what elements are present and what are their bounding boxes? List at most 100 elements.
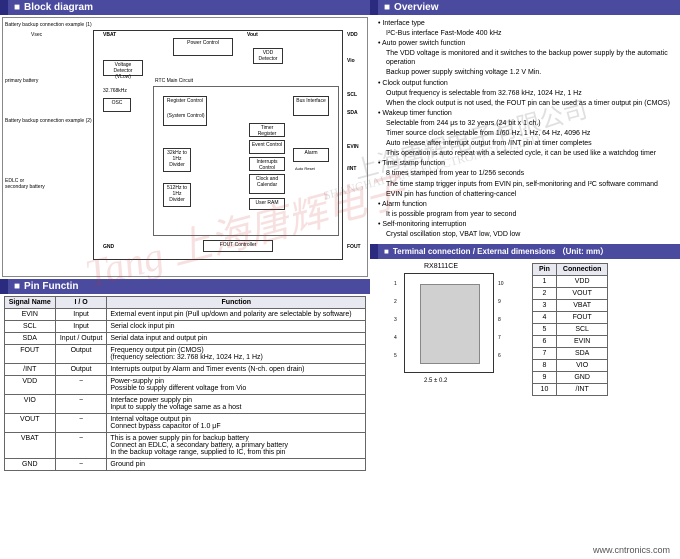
overview-item: Interface type bbox=[378, 19, 672, 28]
table-cell: EVIN bbox=[556, 336, 608, 348]
table-row: FOUTOutputFrequency output pin (CMOS) (f… bbox=[4, 345, 366, 364]
table-row: 2VOUT bbox=[533, 288, 608, 300]
table-cell: Serial clock input pin bbox=[107, 321, 366, 333]
table-cell: Frequency output pin (CMOS) (frequency s… bbox=[107, 345, 366, 364]
overview-item: The time stamp trigger inputs from EVIN … bbox=[386, 180, 672, 189]
table-cell: − bbox=[55, 433, 107, 459]
table-cell: SCL bbox=[4, 321, 55, 333]
overview-item: Self-monitoring interruption bbox=[378, 220, 672, 229]
pin-function-header: Pin Functin bbox=[0, 279, 370, 294]
pin-number: 5 bbox=[394, 353, 397, 359]
table-row: 1VDD bbox=[533, 276, 608, 288]
table-header: Connection bbox=[556, 264, 608, 276]
pin-number: 9 bbox=[498, 299, 501, 305]
table-cell: VBAT bbox=[4, 433, 55, 459]
table-cell: SCL bbox=[556, 324, 608, 336]
overview-item: This operation is auto repeat with a sel… bbox=[386, 149, 672, 158]
table-cell: Output bbox=[55, 345, 107, 364]
overview-item: The VDD voltage is monitored and it swit… bbox=[386, 49, 672, 67]
table-cell: Power-supply pin Possible to supply diff… bbox=[107, 376, 366, 395]
table-cell: FOUT bbox=[556, 312, 608, 324]
table-cell: − bbox=[55, 414, 107, 433]
table-cell: /INT bbox=[556, 384, 608, 396]
table-cell: Input bbox=[55, 321, 107, 333]
pin-scl: SCL bbox=[347, 92, 357, 98]
overview-header: Overview bbox=[370, 0, 680, 15]
clock-cal-box: Clock and Calendar bbox=[249, 174, 285, 194]
table-row: 8VIO bbox=[533, 360, 608, 372]
table-row: 9GND bbox=[533, 372, 608, 384]
divider1-box: 32kHz to 1Hz Divider bbox=[163, 148, 191, 172]
block-diagram-header: Block diagram bbox=[0, 0, 370, 15]
alarm-box: Alarm bbox=[293, 148, 329, 162]
overview-list: Interface typeI²C-Bus interface Fast-Mod… bbox=[370, 15, 680, 244]
pin-number: 1 bbox=[394, 281, 397, 287]
table-cell: Input / Output bbox=[55, 333, 107, 345]
bus-if-box: Bus Interface bbox=[293, 96, 329, 116]
table-cell: VOUT bbox=[556, 288, 608, 300]
pin-fout: FOUT bbox=[347, 244, 361, 250]
table-header: Signal Name bbox=[4, 297, 55, 309]
table-cell: 4 bbox=[533, 312, 557, 324]
user-ram-box: User RAM bbox=[249, 198, 285, 210]
divider2-box: 512Hz to 1Hz Divider bbox=[163, 183, 191, 207]
table-row: /INTOutputInterrupts output by Alarm and… bbox=[4, 364, 366, 376]
table-cell: VDD bbox=[4, 376, 55, 395]
table-cell: EVIN bbox=[4, 309, 55, 321]
overview-item: Timer source clock selectable from 1/60 … bbox=[386, 129, 672, 138]
pin-gnd: GND bbox=[103, 244, 114, 250]
table-row: EVINInputExternal event input pin (Pull … bbox=[4, 309, 366, 321]
overview-item: Time stamp function bbox=[378, 159, 672, 168]
overview-item: Auto power switch function bbox=[378, 39, 672, 48]
table-cell: Internal voltage output pin Connect bypa… bbox=[107, 414, 366, 433]
pin-number: 3 bbox=[394, 317, 397, 323]
pin-number: 10 bbox=[498, 281, 504, 287]
table-cell: 10 bbox=[533, 384, 557, 396]
table-cell: 5 bbox=[533, 324, 557, 336]
table-cell: − bbox=[55, 395, 107, 414]
table-cell: Ground pin bbox=[107, 459, 366, 471]
table-cell: Serial data input and output pin bbox=[107, 333, 366, 345]
table-row: 7SDA bbox=[533, 348, 608, 360]
chip-name: RX8111CE bbox=[424, 263, 458, 270]
overview-item: Auto release after interrupt output from… bbox=[386, 139, 672, 148]
table-cell: GND bbox=[4, 459, 55, 471]
table-row: SCLInputSerial clock input pin bbox=[4, 321, 366, 333]
table-cell: − bbox=[55, 376, 107, 395]
overview-item: Wakeup timer function bbox=[378, 109, 672, 118]
table-cell: SDA bbox=[556, 348, 608, 360]
chip-diagram: RX8111CE 12345 109876 2.5 ± 0.2 bbox=[374, 263, 524, 393]
table-cell: VIO bbox=[4, 395, 55, 414]
example2-label: Battery backup connection example (2) bbox=[5, 118, 92, 124]
table-cell: Input bbox=[55, 309, 107, 321]
overview-item: 8 times stamped from year to 1/256 secon… bbox=[386, 169, 672, 178]
freq-label: 32.768kHz bbox=[103, 88, 127, 94]
table-cell: VBAT bbox=[556, 300, 608, 312]
table-cell: 9 bbox=[533, 372, 557, 384]
table-row: SDAInput / OutputSerial data input and o… bbox=[4, 333, 366, 345]
table-cell: 3 bbox=[533, 300, 557, 312]
table-cell: Interrupts output by Alarm and Timer eve… bbox=[107, 364, 366, 376]
timer-reg-box: Timer Register bbox=[249, 123, 285, 137]
footer-url: www.cntronics.com bbox=[593, 545, 670, 555]
table-cell: − bbox=[55, 459, 107, 471]
pin-vbat: VBAT bbox=[103, 32, 116, 38]
auto-reset-label: Auto Reset bbox=[295, 166, 315, 171]
table-row: 10/INT bbox=[533, 384, 608, 396]
pin-sda: SDA bbox=[347, 110, 358, 116]
table-row: 6EVIN bbox=[533, 336, 608, 348]
vdd-detector-box: VDD Detector bbox=[253, 48, 283, 64]
dim-label: 2.5 ± 0.2 bbox=[424, 378, 447, 384]
table-cell: Output bbox=[55, 364, 107, 376]
table-cell: SDA bbox=[4, 333, 55, 345]
pin-vdd: VDD bbox=[347, 32, 358, 38]
table-cell: This is a power supply pin for backup ba… bbox=[107, 433, 366, 459]
table-header: I / O bbox=[55, 297, 107, 309]
table-cell: 7 bbox=[533, 348, 557, 360]
table-row: VIO−Interface power supply pin Input to … bbox=[4, 395, 366, 414]
vlow-detector-box: Voltage Detector (VLow) bbox=[103, 60, 143, 76]
table-header: Function bbox=[107, 297, 366, 309]
overview-item: Selectable from 244 μs to 32 years (24 b… bbox=[386, 119, 672, 128]
table-row: VDD−Power-supply pin Possible to supply … bbox=[4, 376, 366, 395]
table-cell: 2 bbox=[533, 288, 557, 300]
